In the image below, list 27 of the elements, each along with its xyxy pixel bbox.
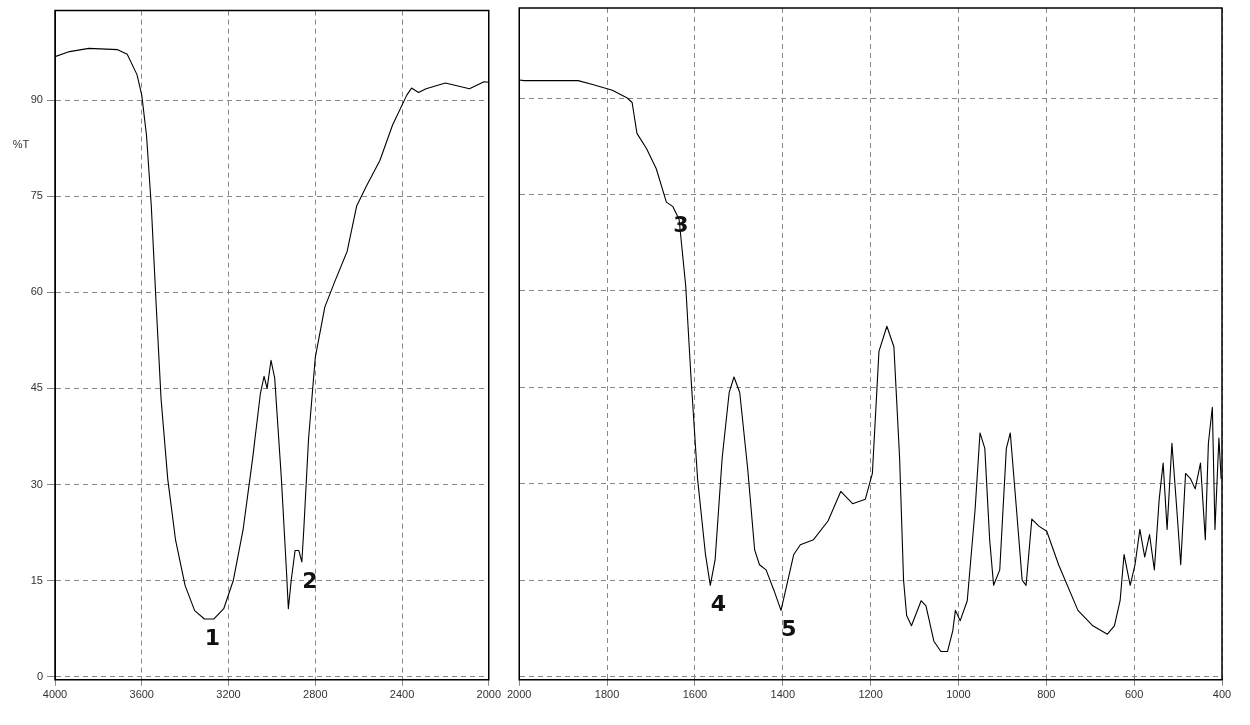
y-tick-label: 90 [30,93,43,106]
y-tick-label: 15 [30,573,43,586]
y-tick-label: 60 [30,285,43,298]
x-tick-label: 1200 [858,688,883,701]
y-tick-label: 45 [30,381,43,394]
y-tick-label: 0 [36,669,43,682]
x-tick-label: 1400 [770,688,796,701]
x-tick-label: 4000 [42,688,68,701]
x-tick-label: 2800 [303,688,328,701]
x-tick-label: 2000 [476,688,502,701]
x-tick-label: 1000 [946,688,971,701]
x-tick-label: 1800 [594,688,620,701]
x-tick-label: 800 [1037,688,1056,701]
x-tick-label: 3600 [129,688,154,701]
y-tick-label: 30 [30,477,43,490]
x-tick-label: 2000 [506,688,532,701]
y-tick-label: 75 [30,189,43,202]
x-tick-label: 400 [1212,688,1232,701]
annotation: 4 [710,591,726,617]
x-tick-label: 3200 [216,688,241,701]
annotation: 2 [302,567,318,593]
y-axis-title: %T [12,138,30,151]
annotation: 1 [204,624,221,650]
x-tick-label: 2400 [389,688,415,701]
x-tick-label: 1600 [682,688,708,701]
annotation: 5 [781,616,797,642]
x-tick-label: 600 [1124,688,1144,701]
